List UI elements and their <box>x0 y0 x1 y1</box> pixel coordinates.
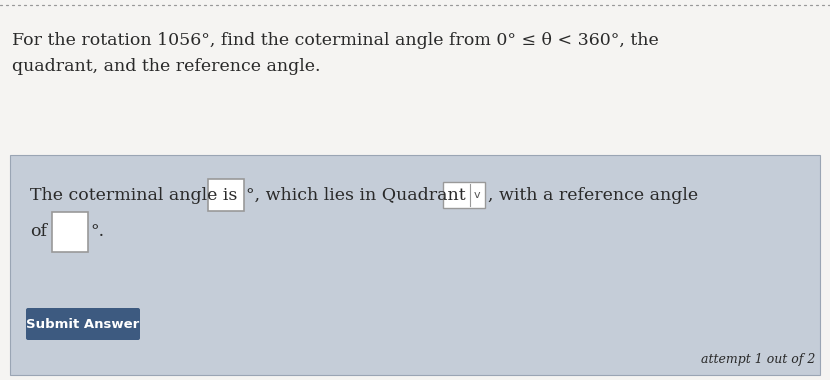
Text: °.: °. <box>90 223 104 241</box>
Bar <box>10 155 820 375</box>
Text: For the rotation 1056°, find the coterminal angle from 0° ≤ θ < 360°, the: For the rotation 1056°, find the cotermi… <box>12 32 659 49</box>
Bar <box>208 179 244 211</box>
Text: The coterminal angle is: The coterminal angle is <box>30 187 237 204</box>
Text: °, which lies in Quadrant: °, which lies in Quadrant <box>246 187 466 204</box>
Bar <box>443 182 485 208</box>
Text: of: of <box>30 223 47 241</box>
Text: quadrant, and the reference angle.: quadrant, and the reference angle. <box>12 58 320 75</box>
Bar <box>52 212 88 252</box>
Text: Submit Answer: Submit Answer <box>27 318 139 331</box>
Text: v: v <box>474 190 481 200</box>
FancyBboxPatch shape <box>26 308 140 340</box>
Text: attempt 1 out of 2: attempt 1 out of 2 <box>701 353 815 366</box>
Text: , with a reference angle: , with a reference angle <box>488 187 698 204</box>
